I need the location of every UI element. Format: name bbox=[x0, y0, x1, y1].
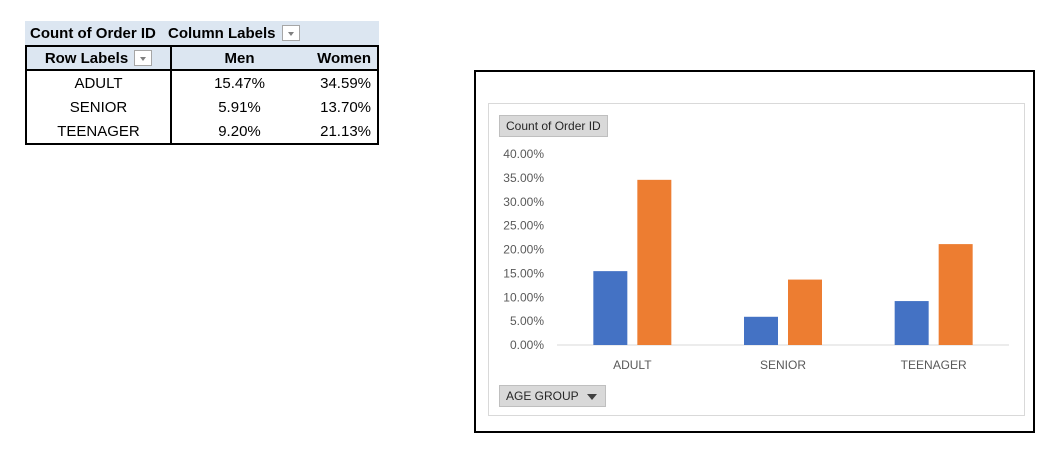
y-tick-label: 30.00% bbox=[503, 195, 544, 209]
y-tick-label: 35.00% bbox=[503, 171, 544, 185]
row-label[interactable]: SENIOR bbox=[26, 95, 172, 119]
pivot-header-row: Row Labels Men Women bbox=[26, 46, 378, 71]
row-labels-header: Row Labels bbox=[26, 46, 172, 71]
pivot-header: Count of Order ID Column Labels bbox=[25, 21, 379, 45]
row-label[interactable]: TEENAGER bbox=[26, 119, 172, 144]
bar[interactable] bbox=[788, 279, 822, 345]
y-tick-label: 15.00% bbox=[503, 266, 544, 280]
x-tick-label: ADULT bbox=[613, 358, 652, 372]
bar[interactable] bbox=[938, 244, 973, 345]
cell-men[interactable]: 9.20% bbox=[218, 122, 261, 140]
value-field-label: Count of Order ID bbox=[30, 24, 156, 42]
x-tick-label: TEENAGER bbox=[901, 358, 967, 372]
y-tick-label: 40.00% bbox=[503, 147, 544, 161]
chart-plot: 0.00% 5.00% 10.00% 15.00% 20.00% 25.00% 30.00%… bbox=[503, 147, 1009, 372]
row-label[interactable]: ADULT bbox=[26, 70, 172, 95]
chart-area[interactable]: Count of Order ID 0.00% 5.00% 10.00% 15.00%… bbox=[488, 103, 1025, 416]
column-labels-filter-dropdown-icon[interactable] bbox=[281, 25, 300, 41]
bar[interactable] bbox=[744, 316, 778, 345]
cell-men[interactable]: 15.47% bbox=[214, 74, 265, 92]
y-tick-label: 10.00% bbox=[503, 290, 544, 304]
axis-field-label: AGE GROUP bbox=[506, 389, 579, 403]
bar[interactable] bbox=[593, 271, 628, 345]
bar[interactable] bbox=[637, 179, 672, 345]
row-labels-text: Row Labels bbox=[44, 49, 129, 67]
table-row: SENIOR 5.91% 13.70% bbox=[26, 95, 378, 119]
column-labels-header: Column Labels bbox=[168, 25, 300, 42]
pivot-grid: Row Labels Men Women ADULT 15.47% 34.59%… bbox=[25, 45, 379, 145]
x-tick-label: SENIOR bbox=[760, 358, 806, 372]
pivot-chart[interactable]: Count of Order ID 0.00% 5.00% 10.00% 15.00%… bbox=[474, 70, 1035, 433]
table-row: ADULT 15.47% 34.59% bbox=[26, 70, 378, 95]
row-labels-filter-dropdown-icon[interactable] bbox=[134, 50, 153, 66]
axis-field-button[interactable]: AGE GROUP bbox=[499, 385, 606, 407]
cell-men[interactable]: 5.91% bbox=[218, 98, 261, 116]
bar[interactable] bbox=[894, 301, 929, 345]
cell-women[interactable]: 34.59% bbox=[320, 74, 371, 92]
pivot-table: Count of Order ID Column Labels Row Labe… bbox=[25, 21, 379, 145]
dropdown-arrow-icon bbox=[586, 394, 597, 400]
column-header-men: Men bbox=[171, 46, 307, 71]
cell-women[interactable]: 21.13% bbox=[320, 122, 371, 140]
table-row: TEENAGER 9.20% 21.13% bbox=[26, 119, 378, 144]
y-tick-label: 5.00% bbox=[510, 314, 544, 328]
cell-women[interactable]: 13.70% bbox=[320, 98, 371, 116]
y-tick-label: 0.00% bbox=[510, 338, 544, 352]
y-tick-label: 20.00% bbox=[503, 243, 544, 257]
column-header-women: Women bbox=[307, 46, 378, 71]
y-tick-label: 25.00% bbox=[503, 219, 544, 233]
column-labels-text: Column Labels bbox=[168, 24, 276, 42]
value-field-button[interactable]: Count of Order ID bbox=[499, 115, 608, 137]
